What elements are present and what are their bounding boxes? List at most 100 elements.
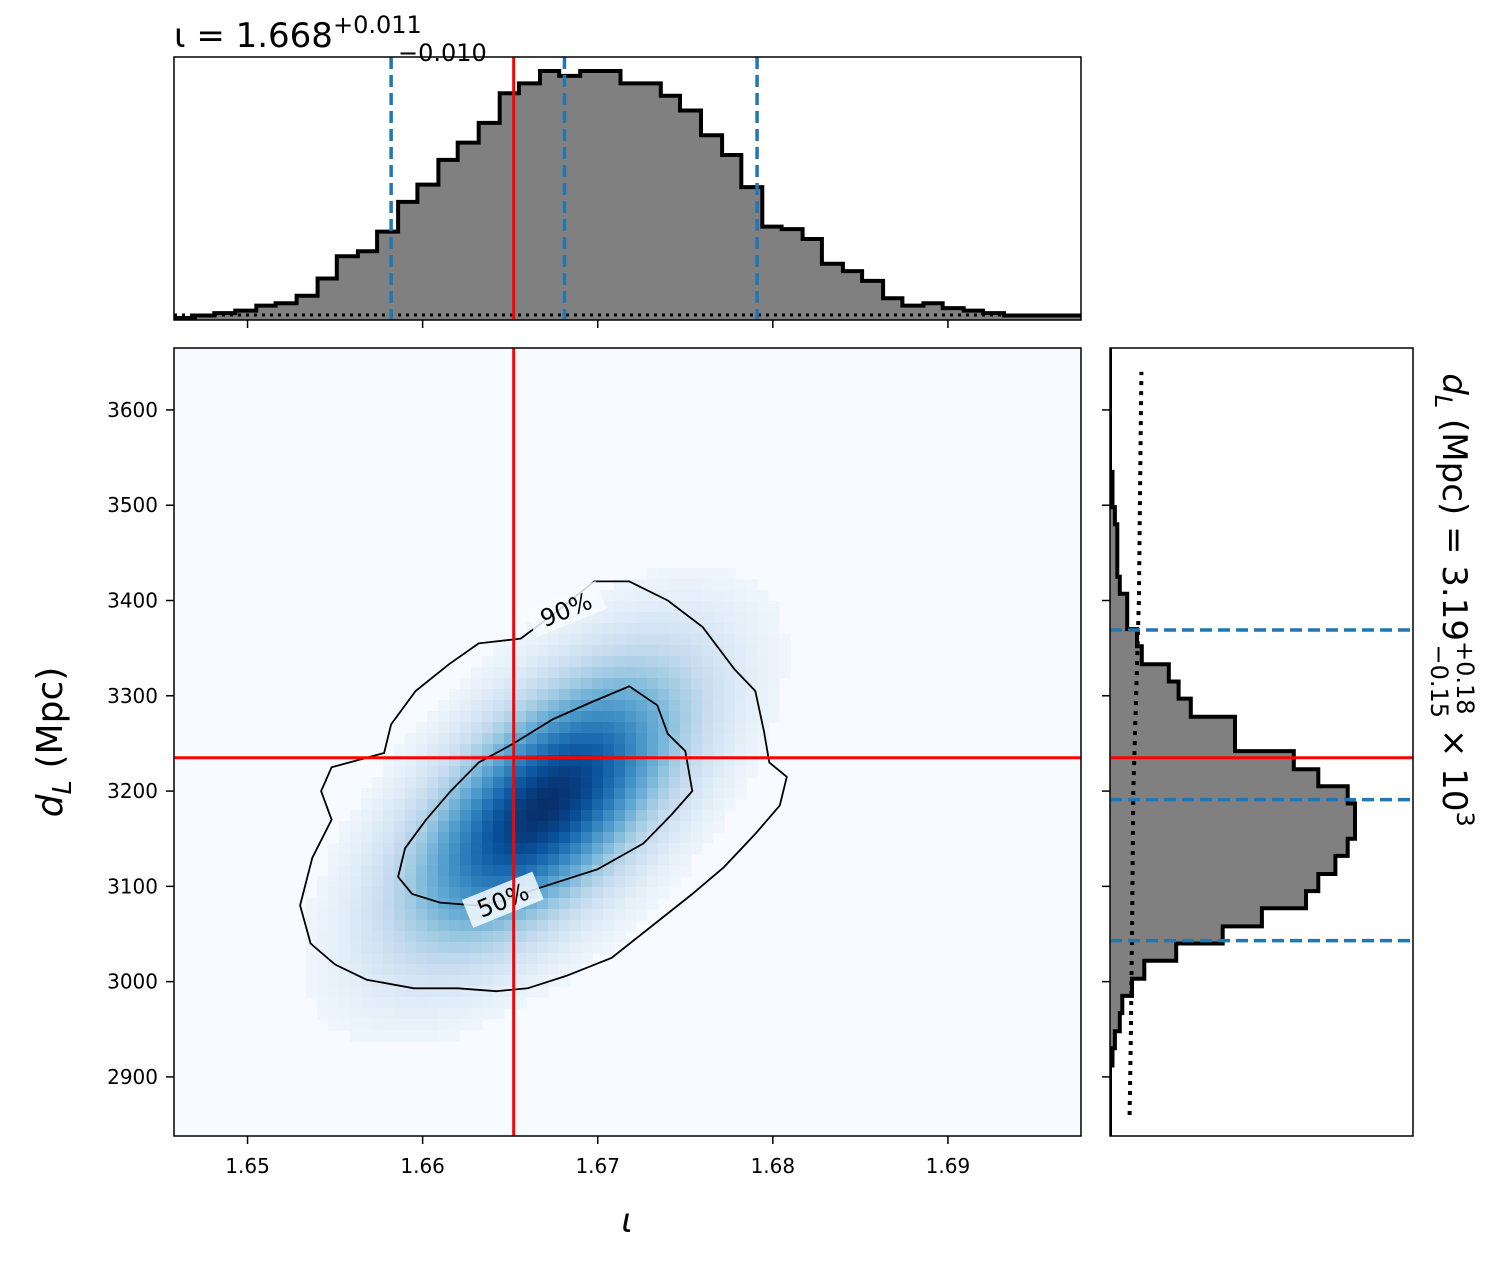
heatmap-cell bbox=[328, 953, 340, 965]
heatmap-cell bbox=[427, 964, 439, 976]
heatmap-cell bbox=[350, 810, 362, 822]
heatmap-cell bbox=[680, 678, 692, 690]
heatmap-cell bbox=[614, 920, 626, 932]
heatmap-cell bbox=[405, 810, 417, 822]
heatmap-cell bbox=[603, 777, 615, 789]
heatmap-cell bbox=[614, 777, 626, 789]
heatmap-cell bbox=[746, 733, 758, 745]
heatmap-cell bbox=[394, 821, 406, 833]
heatmap-cell bbox=[581, 645, 593, 657]
heatmap-cell bbox=[482, 667, 494, 679]
heatmap-cell bbox=[471, 711, 483, 723]
heatmap-cell bbox=[372, 843, 384, 855]
x-tick-label: 1.67 bbox=[575, 1154, 620, 1178]
heatmap-cell bbox=[713, 799, 725, 811]
heatmap-cell bbox=[625, 579, 637, 591]
heatmap-cell bbox=[625, 854, 637, 866]
heatmap-cell bbox=[383, 865, 395, 877]
heatmap-cell bbox=[724, 744, 736, 756]
heatmap-cell bbox=[581, 656, 593, 668]
heatmap-cell bbox=[570, 854, 582, 866]
heatmap-cell bbox=[691, 645, 703, 657]
heatmap-cell bbox=[394, 1030, 406, 1042]
heatmap-cell bbox=[603, 799, 615, 811]
heatmap-cell bbox=[592, 865, 604, 877]
heatmap-cell bbox=[735, 788, 747, 800]
heatmap-cell bbox=[713, 678, 725, 690]
heatmap-cell bbox=[383, 964, 395, 976]
heatmap-cell bbox=[603, 678, 615, 690]
heatmap-cell bbox=[416, 909, 428, 921]
heatmap-cell bbox=[427, 777, 439, 789]
heatmap-cell bbox=[493, 689, 505, 701]
heatmap-cell bbox=[581, 821, 593, 833]
heatmap-cell bbox=[592, 821, 604, 833]
heatmap-cell bbox=[603, 821, 615, 833]
heatmap-cell bbox=[702, 656, 714, 668]
heatmap-cell bbox=[636, 634, 648, 646]
heatmap-cell bbox=[592, 733, 604, 745]
heatmap-cell bbox=[691, 568, 703, 580]
heatmap-cell bbox=[383, 975, 395, 987]
heatmap-cell bbox=[504, 997, 516, 1009]
heatmap-cell bbox=[493, 942, 505, 954]
x-tick-label: 1.65 bbox=[225, 1154, 270, 1178]
heatmap-cell bbox=[493, 766, 505, 778]
heatmap-cell bbox=[614, 612, 626, 624]
heatmap-cell bbox=[515, 964, 527, 976]
heatmap-cell bbox=[438, 777, 450, 789]
heatmap-cell bbox=[581, 854, 593, 866]
heatmap-cell bbox=[449, 964, 461, 976]
heatmap-cell bbox=[515, 700, 527, 712]
heatmap-cell bbox=[504, 931, 516, 943]
heatmap-cell bbox=[614, 634, 626, 646]
heatmap-cell bbox=[471, 799, 483, 811]
heatmap-cell bbox=[537, 843, 549, 855]
heatmap-cell bbox=[570, 623, 582, 635]
heatmap-cell bbox=[581, 843, 593, 855]
heatmap-cell bbox=[427, 733, 439, 745]
heatmap-cell bbox=[702, 810, 714, 822]
heatmap-cell bbox=[515, 953, 527, 965]
heatmap-cell bbox=[735, 766, 747, 778]
heatmap-cell bbox=[702, 755, 714, 767]
heatmap-cell bbox=[625, 777, 637, 789]
heatmap-cell bbox=[581, 810, 593, 822]
heatmap-cell bbox=[537, 766, 549, 778]
heatmap-cell bbox=[735, 744, 747, 756]
heatmap-cell bbox=[735, 722, 747, 734]
heatmap-cell bbox=[350, 920, 362, 932]
heatmap-cell bbox=[669, 843, 681, 855]
heatmap-cell bbox=[702, 821, 714, 833]
heatmap-cell bbox=[625, 909, 637, 921]
heatmap-cell bbox=[559, 711, 571, 723]
heatmap-cell bbox=[647, 634, 659, 646]
heatmap-cell bbox=[394, 986, 406, 998]
heatmap-cell bbox=[317, 920, 329, 932]
heatmap-cell bbox=[636, 843, 648, 855]
heatmap-cell bbox=[405, 843, 417, 855]
heatmap-cell bbox=[713, 766, 725, 778]
heatmap-cell bbox=[372, 997, 384, 1009]
heatmap-cell bbox=[526, 777, 538, 789]
heatmap-cell bbox=[548, 689, 560, 701]
heatmap-cell bbox=[757, 601, 769, 613]
heatmap-cell bbox=[460, 799, 472, 811]
heatmap-cell bbox=[460, 986, 472, 998]
heatmap-cell bbox=[625, 843, 637, 855]
heatmap-cell bbox=[339, 975, 351, 987]
heatmap-cell bbox=[438, 854, 450, 866]
heatmap-cell bbox=[526, 634, 538, 646]
heatmap-cell bbox=[383, 810, 395, 822]
heatmap-cell bbox=[647, 722, 659, 734]
dl-title-L: L bbox=[1429, 395, 1457, 408]
heatmap-cell bbox=[680, 744, 692, 756]
heatmap-cell bbox=[449, 843, 461, 855]
heatmap-cell bbox=[603, 788, 615, 800]
heatmap-cell bbox=[339, 898, 351, 910]
heatmap-cell bbox=[592, 711, 604, 723]
heatmap-cell bbox=[504, 755, 516, 767]
heatmap-cell bbox=[317, 953, 329, 965]
heatmap-cell bbox=[537, 898, 549, 910]
heatmap-cell bbox=[537, 887, 549, 899]
